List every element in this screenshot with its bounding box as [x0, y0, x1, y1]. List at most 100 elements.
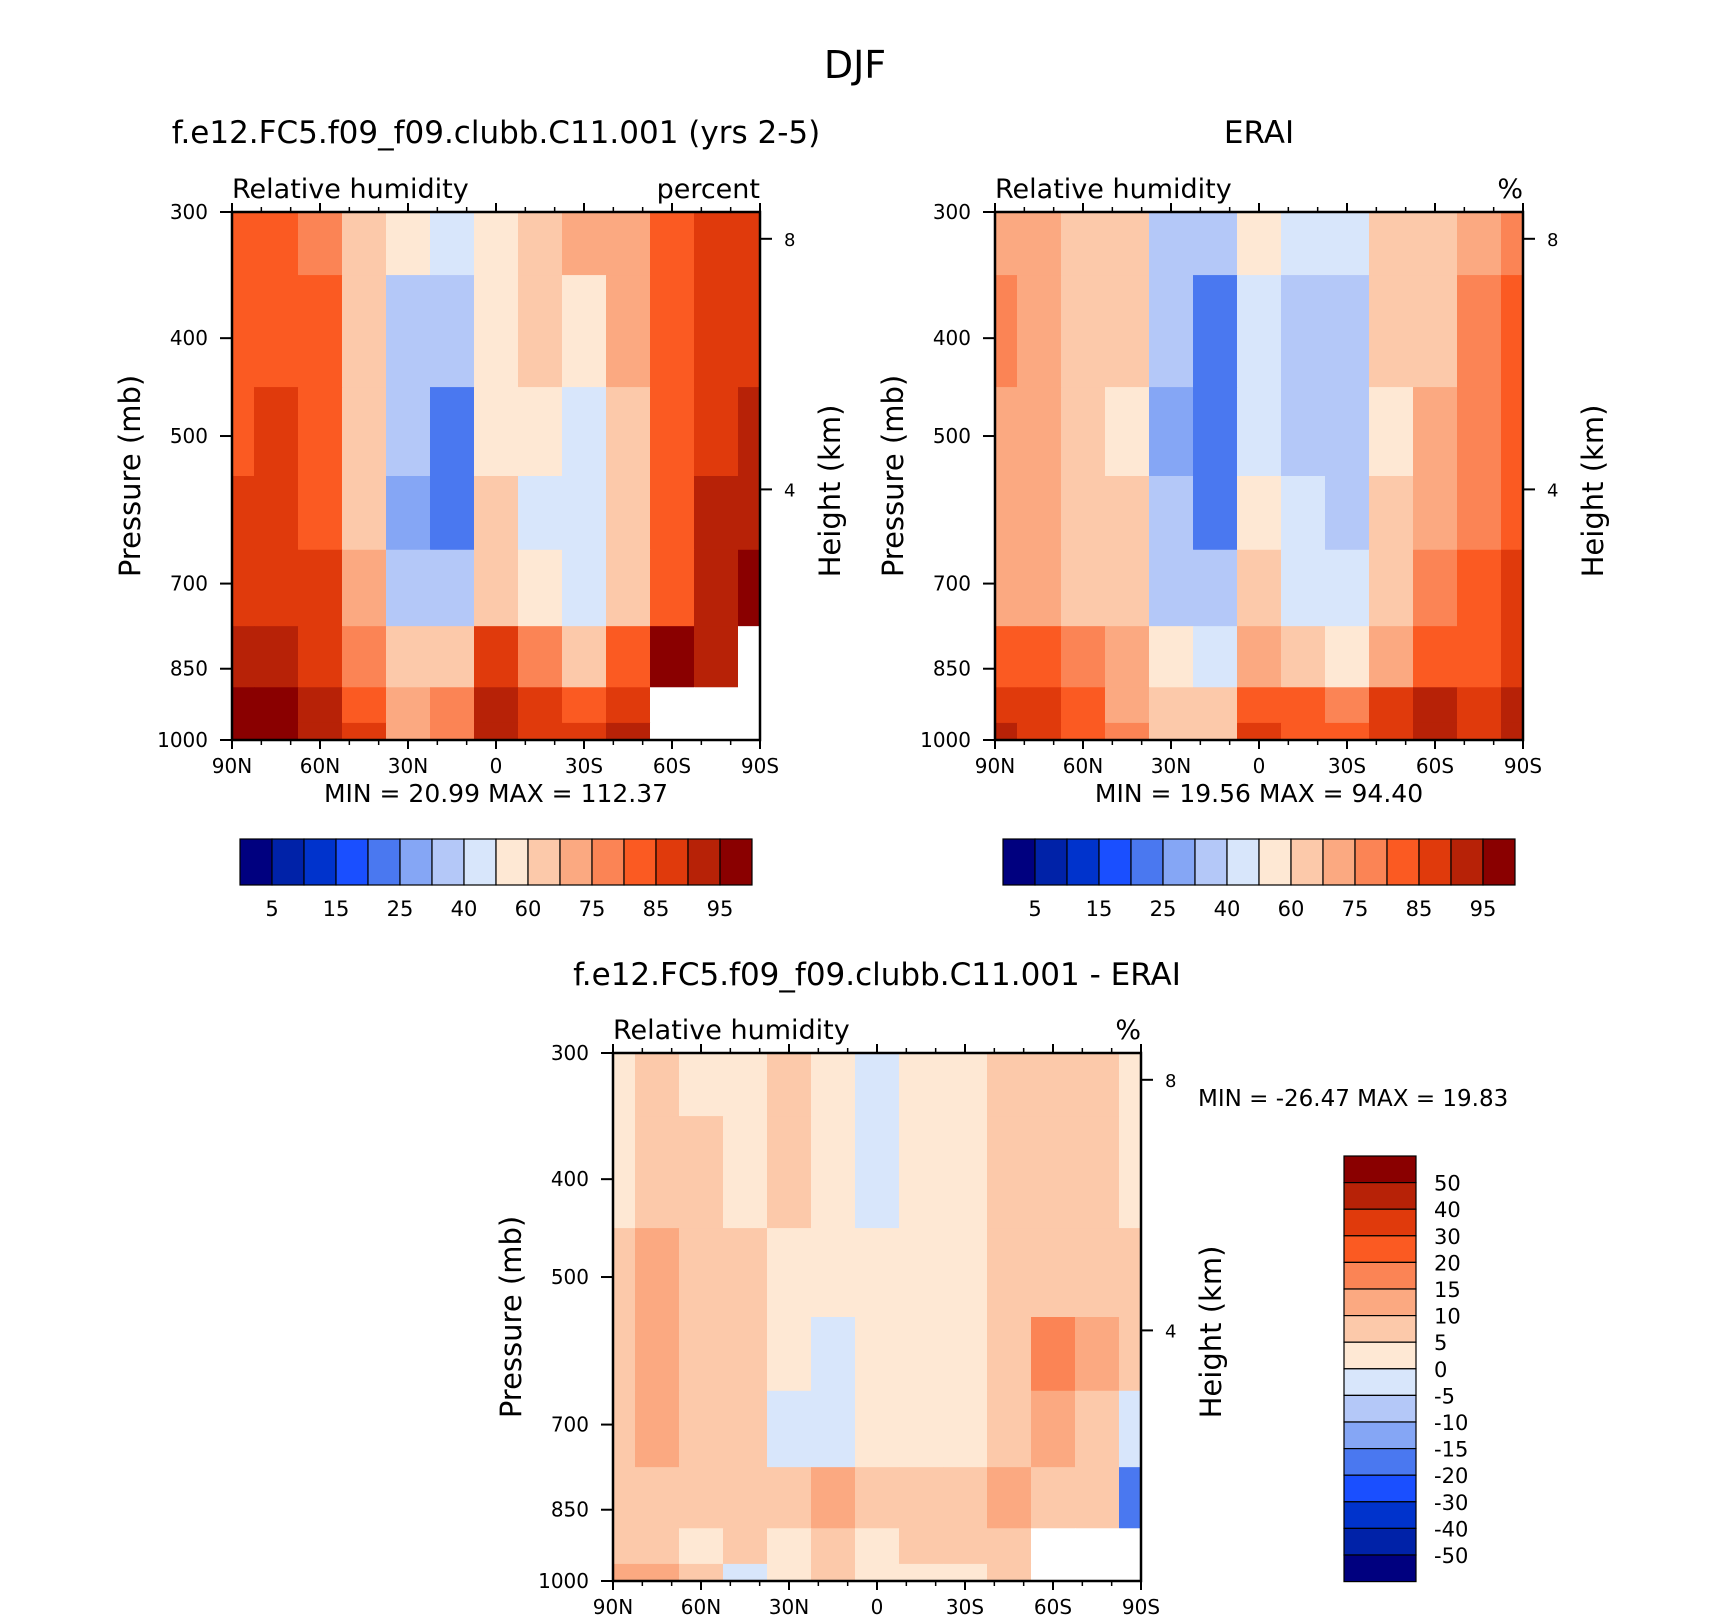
heatmap-cell — [995, 722, 1018, 741]
heatmap-cell — [474, 626, 519, 688]
colorbar-swatch — [1343, 1181, 1417, 1210]
heatmap-cell — [474, 687, 519, 724]
colorbar-swatch — [591, 838, 625, 886]
colorbar-swatch — [1343, 1501, 1417, 1530]
x-tick-label: 0 — [490, 754, 503, 778]
y-tick-label: 300 — [933, 200, 971, 224]
heatmap-cell — [987, 1228, 1032, 1318]
heatmap-cell — [1119, 1390, 1142, 1468]
heatmap-cell — [1075, 1228, 1120, 1318]
heatmap-cell — [1325, 549, 1370, 627]
heatmap-cell — [767, 1317, 812, 1392]
heatmap-cell — [1237, 212, 1282, 276]
heatmap-cell — [995, 387, 1018, 477]
x-tick-label: 60N — [1063, 754, 1103, 778]
heatmap-cell — [811, 1563, 856, 1582]
heatmap-cell — [386, 626, 431, 688]
heatmap-cell — [613, 1053, 636, 1117]
colorbar-swatch — [623, 838, 657, 886]
heatmap-cell — [518, 476, 563, 551]
heatmap-cell — [342, 687, 387, 724]
heatmap-cell — [738, 549, 761, 627]
heatmap-cell — [855, 1228, 900, 1318]
colorbar-swatch — [1162, 838, 1196, 886]
heatmap-cell — [232, 275, 255, 388]
heatmap-cell — [1119, 1317, 1142, 1392]
units-label: percent — [657, 174, 760, 205]
heatmap-cell — [1413, 275, 1458, 388]
y2-axis-label: Height (km) — [1194, 1246, 1228, 1419]
heatmap-cell — [1237, 722, 1282, 741]
heatmap-cell — [1031, 1228, 1076, 1318]
colorbar-label: -20 — [1434, 1464, 1468, 1488]
heatmap-cell — [995, 626, 1018, 688]
x-tick-label: 30S — [1328, 754, 1366, 778]
heatmap-cell — [1281, 476, 1326, 551]
heatmap-cell — [1457, 212, 1502, 276]
heatmap-cell — [1119, 1467, 1142, 1529]
colorbar-swatch — [1343, 1447, 1417, 1476]
heatmap-cell — [1325, 212, 1370, 276]
colorbar-label: 15 — [323, 897, 350, 921]
heatmap-cell — [723, 1528, 768, 1565]
heatmap-cell — [767, 1390, 812, 1468]
heatmap-cell — [1075, 1563, 1120, 1582]
heatmap-cell — [943, 1390, 988, 1468]
heatmap-cell — [1193, 476, 1238, 551]
x-tick-label: 90N — [212, 754, 252, 778]
x-axis: 90N 60N 30N 0 30S 60S 90S — [212, 203, 779, 778]
heatmap-cell — [1149, 476, 1194, 551]
heatmap-cell — [1325, 722, 1370, 741]
heatmap-cells — [613, 1053, 1142, 1582]
heatmap-cell — [1325, 626, 1370, 688]
heatmap-cell — [738, 212, 761, 276]
heatmap-cell — [899, 1116, 944, 1229]
heatmap-cell — [767, 1467, 812, 1529]
heatmap-cell — [1017, 476, 1062, 551]
colorbar-label: 95 — [707, 897, 734, 921]
heatmap-cell — [679, 1390, 724, 1468]
heatmap-cell — [723, 1228, 768, 1318]
heatmap-cell — [474, 549, 519, 627]
heatmap-cell — [1281, 275, 1326, 388]
heatmap-cell — [1369, 549, 1414, 627]
x-tick-label: 30S — [946, 1595, 984, 1616]
heatmap-cell — [1457, 687, 1502, 724]
heatmap-cell — [738, 476, 761, 551]
heatmap-cell — [1061, 476, 1106, 551]
heatmap-cell — [899, 1563, 944, 1582]
colorbar-label: 30 — [1434, 1225, 1461, 1249]
colorbar-label: 50 — [1434, 1172, 1461, 1196]
heatmap-cell — [650, 275, 695, 388]
heatmap-cell — [650, 549, 695, 627]
heatmap-cell — [1193, 626, 1238, 688]
heatmap-cell — [635, 1116, 680, 1229]
heatmap-cell — [1369, 387, 1414, 477]
y2-tick-label: 4 — [1547, 480, 1558, 501]
heatmap-cell — [1413, 549, 1458, 627]
heatmap-cell — [899, 1228, 944, 1318]
colorbar-swatch — [367, 838, 401, 886]
colorbar-label: 85 — [1406, 897, 1433, 921]
heatmap-cell — [943, 1053, 988, 1117]
heatmap-cell — [899, 1317, 944, 1392]
heatmap-cell — [1325, 687, 1370, 724]
y2-axis: 8 4 Height (km) — [1141, 1071, 1228, 1419]
heatmap-cell — [738, 626, 761, 688]
heatmap-cell — [995, 549, 1018, 627]
heatmap-cell — [650, 387, 695, 477]
heatmap-cell — [1369, 722, 1414, 741]
heatmap-cell — [1501, 476, 1524, 551]
panel-title: ERAI — [1224, 115, 1294, 151]
heatmap-cell — [298, 626, 343, 688]
colorbar-swatch — [1290, 838, 1324, 886]
heatmap-cell — [232, 212, 255, 276]
chart-panel-3: f.e12.FC5.f09_f09.clubb.C11.001 - ERAI Re… — [494, 957, 1508, 1616]
colorbar-swatch — [495, 838, 529, 886]
heatmap-cell — [811, 1228, 856, 1318]
heatmap-cell — [679, 1228, 724, 1318]
heatmap-cell — [899, 1528, 944, 1565]
y-tick-label: 300 — [551, 1041, 589, 1065]
